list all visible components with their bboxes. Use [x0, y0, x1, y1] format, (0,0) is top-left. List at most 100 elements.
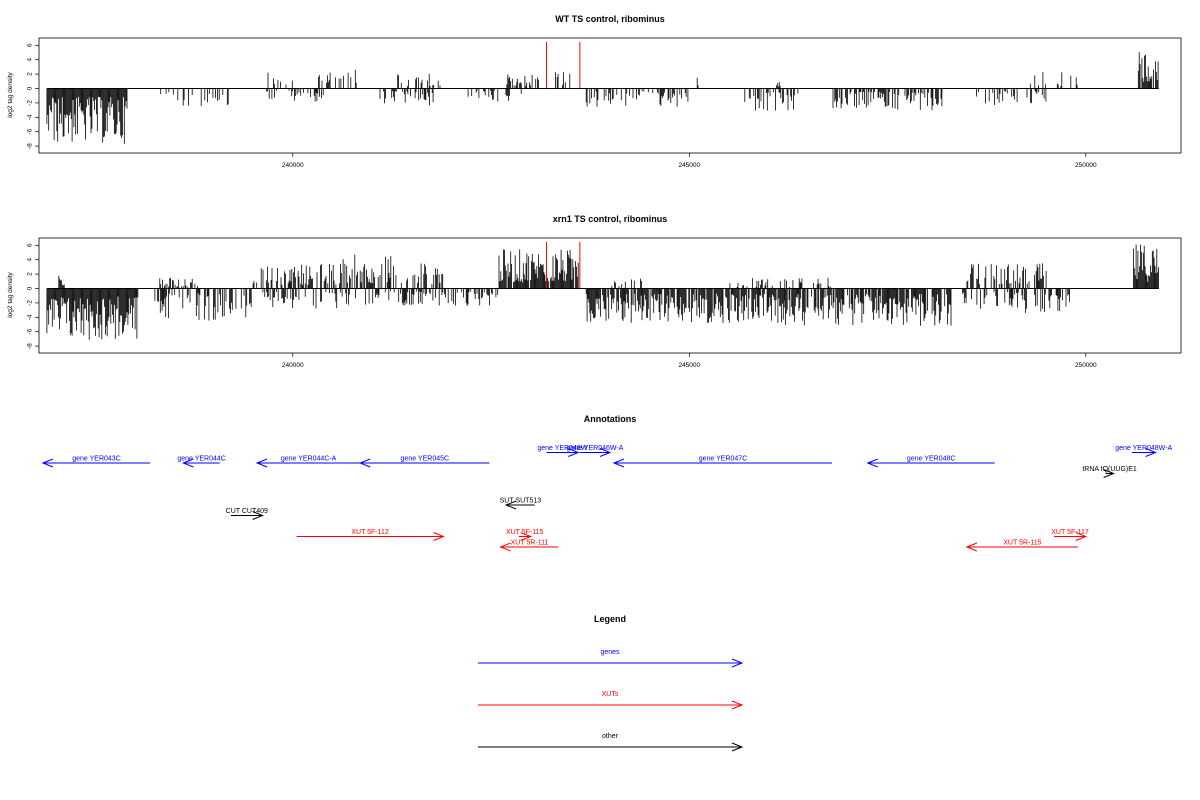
feature-arrow	[546, 448, 580, 457]
feature-label: XUT 5F-115	[506, 529, 544, 536]
xrn1-axes: 6 4 2 0 -2 -4 -6 -8 240000 245000 250000	[27, 243, 1097, 369]
annotations-title: Annotations	[584, 414, 637, 424]
feature-arrow-head	[1103, 469, 1115, 478]
feature-label: gene YER043C	[72, 456, 121, 463]
annotations-section: Annotations gene YER043C gene YER044C gene…	[41, 414, 1172, 552]
y-tick-label: -4	[27, 114, 34, 120]
legend-section: Legend genes XUTs other	[478, 614, 744, 752]
legend-label: genes	[600, 649, 620, 656]
y-tick-label: -4	[27, 314, 34, 320]
feature-arrow	[518, 532, 533, 541]
wt-signal-bars	[46, 52, 1159, 144]
xrn1-marker-lines	[546, 242, 581, 289]
y-tick-label: 2	[27, 72, 34, 76]
legend-arrow-head	[731, 700, 744, 710]
feature-label: SUT SUT513	[500, 498, 542, 505]
legend-arrow	[478, 700, 744, 710]
feature-arrow	[965, 542, 1078, 552]
legend-arrow-head	[731, 742, 744, 752]
feature-label: gene YER044C-A	[281, 456, 337, 463]
y-tick-label: 6	[27, 43, 34, 47]
feature-arrow-head	[504, 500, 517, 510]
feature-arrow-head	[612, 458, 625, 468]
y-tick-label: -6	[27, 128, 34, 134]
feature-arrow	[1131, 448, 1157, 457]
x-tick-label: 240000	[282, 162, 304, 169]
legend-arrow	[478, 658, 744, 668]
y-tick-label: -6	[27, 328, 34, 334]
wt-panel-title: WT TS control, ribominus	[555, 14, 665, 24]
legend-title: Legend	[594, 614, 626, 624]
feature-arrow	[255, 458, 361, 468]
legend-label: other	[602, 733, 619, 740]
feature-arrow-head	[358, 458, 371, 468]
xrn1-panel-ylabel: log2 tag density	[7, 271, 14, 317]
feature-arrow	[866, 458, 995, 468]
feature-label: XUT 5R-111	[511, 540, 549, 547]
y-tick-label: 0	[27, 86, 34, 90]
y-tick-label: -2	[27, 100, 34, 106]
xrn1-panel-frame	[38, 237, 1182, 354]
feature-arrow-head	[181, 458, 194, 468]
feature-label: XUT 5F-117	[1051, 529, 1089, 536]
feature-arrow	[504, 500, 535, 510]
feature-arrow	[612, 458, 833, 468]
x-tick-label: 240000	[282, 362, 304, 369]
feature-arrow-head	[41, 458, 54, 468]
wt-panel: WT TS control, ribominus log2 tag densit…	[7, 14, 1182, 169]
wt-axes: 6 4 2 0 -2 -4 -6 -8 240000 245000 250000	[27, 43, 1097, 169]
legend-arrow-head	[731, 658, 744, 668]
legend-arrow	[478, 742, 744, 752]
legend-label: XUTs	[602, 691, 619, 698]
feature-arrow	[499, 542, 559, 552]
xrn1-signal-bars	[46, 244, 1159, 340]
x-tick-label: 245000	[678, 162, 700, 169]
x-tick-label: 245000	[678, 362, 700, 369]
feature-arrow	[1103, 469, 1115, 478]
y-tick-label: 2	[27, 272, 34, 276]
xrn1-panel-title: xrn1 TS control, ribominus	[553, 214, 668, 224]
feature-arrow-head	[252, 511, 264, 520]
wt-panel-frame	[38, 37, 1182, 154]
feature-arrow	[41, 458, 151, 468]
y-tick-label: -8	[27, 143, 34, 149]
feature-arrow-head	[599, 448, 612, 457]
annotation-features: gene YER043C gene YER044C gene YER044C-A ge…	[41, 445, 1172, 552]
feature-arrow-head	[255, 458, 268, 468]
feature-arrow-head	[499, 542, 511, 552]
feature-label: gene YER047C	[699, 456, 748, 463]
feature-arrow	[296, 532, 445, 541]
feature-arrow	[1054, 532, 1088, 541]
feature-label: tRNA tQ(UUG)E1	[1082, 466, 1137, 473]
x-tick-label: 250000	[1075, 362, 1097, 369]
xrn1-panel: xrn1 TS control, ribominus log2 tag dens…	[7, 214, 1182, 369]
feature-arrow	[358, 458, 490, 468]
y-tick-label: 4	[27, 258, 34, 262]
feature-arrow-head	[568, 448, 580, 457]
feature-arrow	[230, 511, 264, 520]
feature-label: XUT 5R-115	[1003, 540, 1041, 547]
feature-arrow	[181, 458, 220, 468]
feature-arrow-head	[1075, 532, 1088, 541]
y-tick-label: 0	[27, 286, 34, 290]
x-tick-label: 250000	[1075, 162, 1097, 169]
feature-arrow-head	[433, 532, 445, 541]
legend-entries: genes XUTs other	[478, 649, 744, 752]
feature-arrow-head	[1145, 448, 1157, 457]
feature-label: XUT 5F-112	[351, 529, 389, 536]
feature-label: gene YER046W	[537, 445, 587, 452]
feature-arrow	[579, 448, 612, 457]
feature-label: gene YER046W-A	[566, 445, 623, 452]
feature-arrow-head	[965, 542, 978, 552]
y-tick-label: 4	[27, 58, 34, 62]
wt-marker-lines	[546, 42, 581, 89]
y-tick-label: 6	[27, 243, 34, 247]
feature-label: CUT CUT409	[226, 508, 268, 515]
feature-label: gene YER048W-A	[1115, 445, 1172, 452]
y-tick-label: -8	[27, 343, 34, 349]
feature-arrow-head	[866, 458, 878, 468]
y-tick-label: -2	[27, 300, 34, 306]
feature-label: gene YER045C	[401, 456, 450, 463]
feature-arrow-head	[520, 532, 533, 541]
